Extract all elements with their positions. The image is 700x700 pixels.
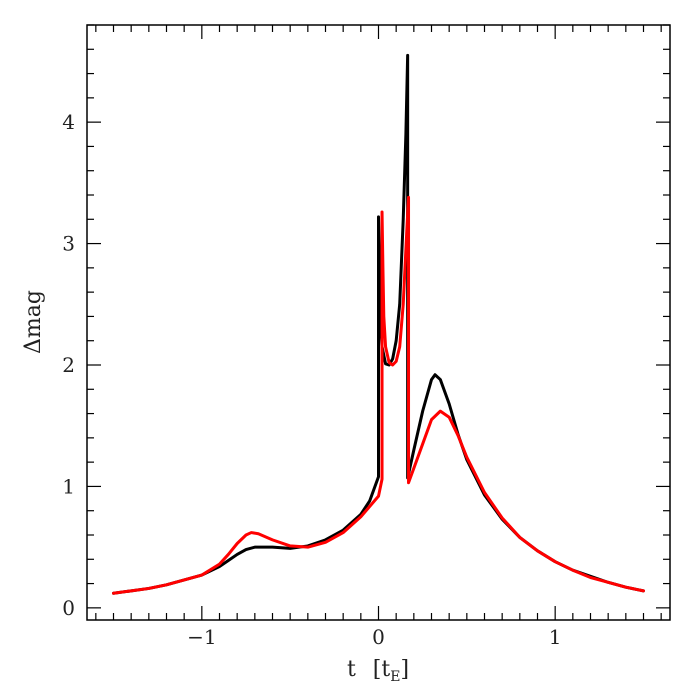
y-tick-label: 3 bbox=[62, 232, 75, 256]
x-tick-label: 0 bbox=[372, 625, 385, 649]
x-tick-label: −1 bbox=[187, 625, 216, 649]
x-axis-label: t [tE] bbox=[347, 657, 409, 685]
y-tick-label: 1 bbox=[62, 474, 75, 498]
y-axis-label: Δmag bbox=[21, 290, 46, 354]
y-tick-label: 0 bbox=[62, 596, 75, 620]
y-tick-label: 2 bbox=[62, 353, 75, 377]
x-axis-label-subscript: E bbox=[390, 669, 400, 685]
x-axis-label-bracket-close: ] bbox=[400, 657, 409, 682]
x-axis-label-t: t bbox=[347, 657, 356, 682]
series-layer bbox=[112, 53, 645, 595]
series-line-2 bbox=[112, 195, 645, 595]
ticks-layer bbox=[87, 24, 670, 620]
x-axis-label-unit: [t bbox=[373, 657, 391, 682]
x-tick-label: 1 bbox=[549, 625, 562, 649]
y-tick-label: 4 bbox=[62, 110, 75, 134]
series-line-1 bbox=[112, 53, 645, 595]
tick-labels-layer: −1 0 1 0 1 2 3 4 bbox=[62, 110, 561, 649]
